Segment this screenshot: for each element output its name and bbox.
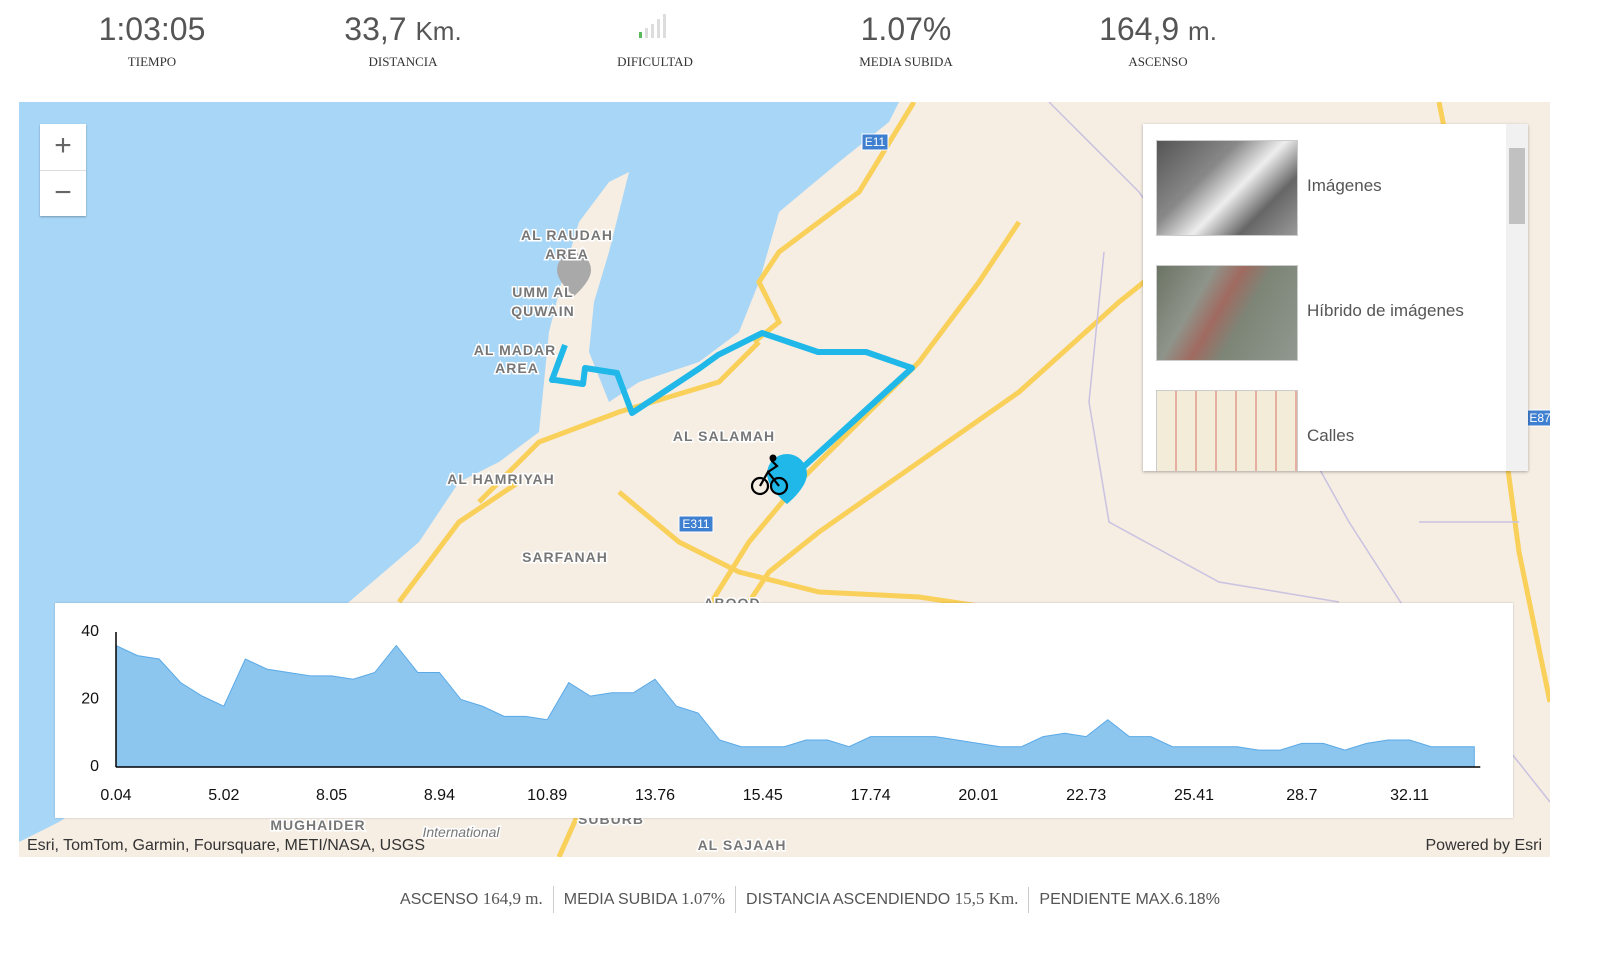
basemap-name: Imágenes xyxy=(1307,176,1382,195)
summary-value: 6.18% xyxy=(1174,891,1220,908)
summary-item: MEDIA SUBIDA 1.07% xyxy=(552,886,735,913)
x-tick-label: 0.04 xyxy=(100,787,131,804)
summary-item: PENDIENTE MAX.6.18% xyxy=(1028,887,1230,913)
y-tick-label: 0 xyxy=(90,758,99,775)
stat: 33,7 Km. DISTANCIA xyxy=(293,8,513,70)
x-tick-label: 22.73 xyxy=(1066,787,1106,804)
x-tick-label: 28.7 xyxy=(1286,787,1317,804)
summary-bar: ASCENSO 164,9 m. MEDIA SUBIDA 1.07% DISTAN… xyxy=(0,886,1620,913)
stat-value: 1:03:05 xyxy=(98,11,206,47)
summary-value: 164,9 m. xyxy=(482,889,543,908)
stat: DIFICULTAD xyxy=(545,8,765,70)
zoom-in[interactable]: + xyxy=(40,124,86,171)
summary-item: DISTANCIA ASCENDIENDO 15,5 Km. xyxy=(735,886,1028,913)
place-label: AL HAMRIYAH xyxy=(447,471,554,487)
stat-label: DIFICULTAD xyxy=(617,54,693,69)
place-label: AL RAUDAH xyxy=(521,227,613,243)
signal-bars xyxy=(639,14,666,38)
stat-value: 33,7 xyxy=(344,11,407,47)
summary-label: DISTANCIA ASCENDIENDO xyxy=(746,891,951,908)
y-tick-label: 20 xyxy=(81,691,99,708)
stat-label: MEDIA SUBIDA xyxy=(859,54,953,69)
place-label: AL MADAR xyxy=(474,342,556,358)
basemap-item[interactable]: Híbrido de imágenes xyxy=(1156,265,1496,361)
stat-value: 164,9 xyxy=(1099,11,1180,47)
place-label: AREA xyxy=(495,360,539,376)
place-label: SARFANAH xyxy=(522,549,608,565)
stat-label: DISTANCIA xyxy=(368,54,438,69)
place-label: AL SAJAAH xyxy=(698,837,787,853)
basemap-name: Calles xyxy=(1307,426,1355,445)
stat-label: TIEMPO xyxy=(127,54,177,69)
place-label: MUGHAIDER xyxy=(270,817,365,833)
basemap-gallery: Imágenes Híbrido de imágenes Calles xyxy=(1143,124,1528,471)
x-tick-label: 25.41 xyxy=(1174,787,1214,804)
place-label: UMM AL xyxy=(512,284,573,300)
difficulty-icon xyxy=(545,8,765,50)
x-tick-label: 8.05 xyxy=(316,787,347,804)
summary-value: 15,5 Km. xyxy=(954,889,1019,908)
thumbnail xyxy=(1156,140,1298,236)
thumbnail xyxy=(1156,390,1298,471)
stat-value-row: 164,9 m. xyxy=(1048,8,1268,50)
x-tick-label: 5.02 xyxy=(208,787,239,804)
scroll-thumb[interactable] xyxy=(1509,148,1525,224)
stat: 1:03:05 TIEMPO xyxy=(42,8,262,70)
summary-label: ASCENSO xyxy=(400,891,479,908)
stat-value: 1.07% xyxy=(860,11,952,47)
stat-unit: Km. xyxy=(415,16,462,46)
basemap-item[interactable]: Calles xyxy=(1156,390,1496,471)
place-label: QUWAIN xyxy=(511,303,575,319)
attribution: Esri, TomTom, Garmin, Foursquare, METI/N… xyxy=(27,837,426,854)
place-label: International xyxy=(422,824,500,840)
x-tick-label: 8.94 xyxy=(424,787,455,804)
stat-value-row: 33,7 Km. xyxy=(293,8,513,50)
summary-item: ASCENSO 164,9 m. xyxy=(390,886,553,913)
x-tick-label: 20.01 xyxy=(958,787,998,804)
stat: 1.07% MEDIA SUBIDA xyxy=(796,8,1016,70)
summary-value: 1.07% xyxy=(681,889,726,908)
road-shield: E87 xyxy=(1529,411,1550,425)
zoom-out[interactable]: − xyxy=(54,176,72,209)
summary-label: PENDIENTE MAX. xyxy=(1039,891,1175,908)
scrollbar[interactable] xyxy=(1506,124,1528,471)
zoom-control: + − xyxy=(40,124,86,216)
summary-label: MEDIA SUBIDA xyxy=(563,891,677,908)
road-shield: E11 xyxy=(865,135,886,149)
powered-by[interactable]: Powered by Esri xyxy=(1425,837,1543,854)
x-tick-label: 32.11 xyxy=(1390,787,1429,804)
place-label: AL SALAMAH xyxy=(673,428,775,444)
stat: 164,9 m. ASCENSO xyxy=(1048,8,1268,70)
thumbnail xyxy=(1156,265,1298,361)
x-tick-label: 15.45 xyxy=(743,787,783,804)
basemap-name: Híbrido de imágenes xyxy=(1307,301,1464,320)
x-tick-label: 17.74 xyxy=(851,787,891,804)
elevation-chart: 0 20 40 0.04 5.02 8.05 8.94 10.89 13.76 15.45 17.7… xyxy=(55,603,1513,818)
basemap-item[interactable]: Imágenes xyxy=(1156,140,1496,236)
stat-label: ASCENSO xyxy=(1128,54,1188,69)
x-tick-label: 10.89 xyxy=(527,787,567,804)
road-shield: E311 xyxy=(682,517,709,531)
y-tick-label: 40 xyxy=(81,623,99,640)
place-label: AREA xyxy=(545,246,589,262)
stat-unit: m. xyxy=(1188,16,1217,46)
x-tick-label: 13.76 xyxy=(635,787,675,804)
elevation-area xyxy=(115,644,1475,768)
